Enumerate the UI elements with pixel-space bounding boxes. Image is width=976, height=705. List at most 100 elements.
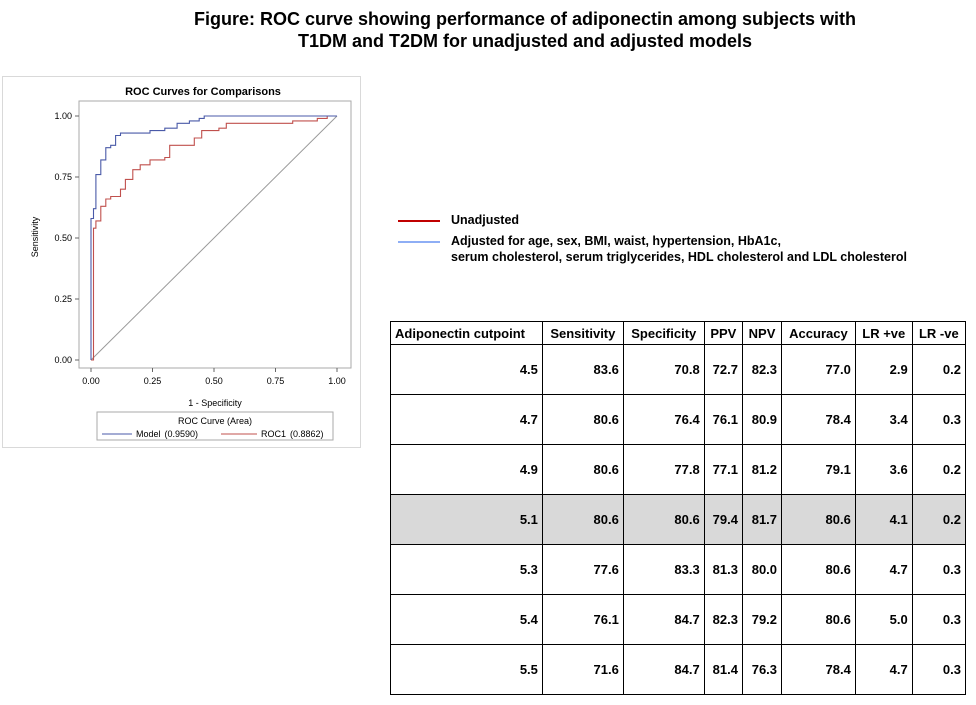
table-cell: 76.4 xyxy=(622,394,705,445)
table-row: 5.4 76.1 84.7 82.3 79.2 80.6 5.0 0.3 xyxy=(390,594,967,645)
table-row: 4.5 83.6 70.8 72.7 82.3 77.0 2.9 0.2 xyxy=(390,344,967,395)
series-line-roc1 xyxy=(91,115,337,361)
table-row: 4.7 80.6 76.4 76.1 80.9 78.4 3.4 0.3 xyxy=(390,394,967,445)
table-cell: 4.5 xyxy=(390,344,543,395)
legend-model-area: (0.9590) xyxy=(165,429,199,439)
table-cell: 0.3 xyxy=(911,544,967,595)
series-layer xyxy=(90,115,337,361)
table-cell: 77.8 xyxy=(622,444,705,495)
unadjusted-label: Unadjusted xyxy=(451,213,520,227)
x-axis-label: 1 - Specificity xyxy=(188,398,242,408)
legend-roc1-area: (0.8862) xyxy=(290,429,324,439)
axis-layer: 0.00 0.25 0.50 0.75 1.00 0.00 0.25 0.50 0.75 1.00 xyxy=(54,111,345,386)
table-cell: 79.4 xyxy=(703,494,743,545)
table-cell: 77.0 xyxy=(781,344,856,395)
table-cell: 5.3 xyxy=(390,544,543,595)
figure-title: Figure: ROC curve showing performance of… xyxy=(100,8,950,52)
table-cell: 76.3 xyxy=(741,644,783,695)
table-body: 4.5 83.6 70.8 72.7 82.3 77.0 2.9 0.2 4.7 80.6 76.4… xyxy=(390,344,967,695)
table-cell: 81.7 xyxy=(741,494,783,545)
column-header: Accuracy xyxy=(781,321,856,345)
column-header: PPV xyxy=(703,321,743,345)
y-tick-label: 0.50 xyxy=(54,233,72,243)
table-cell: 80.6 xyxy=(541,494,624,545)
column-header: Sensitivity xyxy=(541,321,624,345)
table-cell: 77.6 xyxy=(541,544,624,595)
table-cell: 0.3 xyxy=(911,594,967,645)
legend-roc1-label: ROC1 (0.8862) xyxy=(261,429,324,439)
x-tick-label: 0.75 xyxy=(267,376,285,386)
table-cell: 80.9 xyxy=(741,394,783,445)
table-cell: 4.1 xyxy=(854,494,913,545)
series-legend: Unadjusted Adjusted for age, sex, BMI, w… xyxy=(398,212,907,270)
roc-chart-panel: ROC Curves for Comparisons 0.00 0.25 0.50 0… xyxy=(2,76,361,448)
table-cell: 82.3 xyxy=(703,594,743,645)
legend-adjusted: Adjusted for age, sex, BMI, waist, hyper… xyxy=(398,233,907,265)
table-cell: 0.2 xyxy=(911,444,967,495)
table-cell: 80.6 xyxy=(541,394,624,445)
column-header: LR +ve xyxy=(854,321,913,345)
legend-model-label: Model (0.9590) xyxy=(136,429,198,439)
table-cell: 5.5 xyxy=(390,644,543,695)
table-cell: 0.3 xyxy=(911,394,967,445)
adjusted-label-line-2: serum cholesterol, serum triglycerides, … xyxy=(451,250,907,264)
table-cell: 4.7 xyxy=(854,544,913,595)
table-row: 5.1 80.6 80.6 79.4 81.7 80.6 4.1 0.2 xyxy=(390,494,967,545)
legend-model-name: Model xyxy=(136,429,161,439)
column-header: LR -ve xyxy=(911,321,967,345)
y-tick-label: 0.00 xyxy=(54,355,72,365)
x-tick-label: 0.00 xyxy=(82,376,100,386)
table-row: 4.9 80.6 77.8 77.1 81.2 79.1 3.6 0.2 xyxy=(390,444,967,495)
table-cell: 0.2 xyxy=(911,344,967,395)
series-line-model xyxy=(90,115,337,360)
x-tick-label: 1.00 xyxy=(328,376,346,386)
adjusted-swatch xyxy=(398,241,440,243)
legend-roc1-name: ROC1 xyxy=(261,429,286,439)
table-cell: 80.6 xyxy=(781,494,856,545)
unadjusted-swatch xyxy=(398,220,440,222)
table-cell: 80.6 xyxy=(781,544,856,595)
y-tick-label: 0.25 xyxy=(54,294,72,304)
table-cell: 4.7 xyxy=(390,394,543,445)
table-cell: 78.4 xyxy=(781,394,856,445)
table-cell: 78.4 xyxy=(781,644,856,695)
table-cell: 5.0 xyxy=(854,594,913,645)
plot-area xyxy=(78,100,352,369)
table-cell: 81.3 xyxy=(703,544,743,595)
table-cell: 2.9 xyxy=(854,344,913,395)
table-cell: 76.1 xyxy=(703,394,743,445)
table-cell: 5.1 xyxy=(390,494,543,545)
x-tick-label: 0.25 xyxy=(144,376,162,386)
table-header-row: Adiponectin cutpoint Sensitivity Specifici… xyxy=(390,321,967,345)
table-cell: 82.3 xyxy=(741,344,783,395)
table-cell: 79.2 xyxy=(741,594,783,645)
y-axis-label: Sensitivity xyxy=(30,216,40,257)
table-cell: 79.1 xyxy=(781,444,856,495)
table-cell: 70.8 xyxy=(622,344,705,395)
table-cell: 4.7 xyxy=(854,644,913,695)
table-row: 5.5 71.6 84.7 81.4 76.3 78.4 4.7 0.3 xyxy=(390,644,967,695)
column-header: NPV xyxy=(741,321,783,345)
table-cell: 3.6 xyxy=(854,444,913,495)
table-cell: 80.6 xyxy=(781,594,856,645)
reference-diagonal xyxy=(90,115,338,361)
table-cell: 83.3 xyxy=(622,544,705,595)
chart-legend-title: ROC Curve (Area) xyxy=(178,416,252,426)
table-cell: 72.7 xyxy=(703,344,743,395)
table-cell: 77.1 xyxy=(703,444,743,495)
table-cell: 83.6 xyxy=(541,344,624,395)
table-cell: 80.6 xyxy=(541,444,624,495)
table-cell: 80.0 xyxy=(741,544,783,595)
table-cell: 81.2 xyxy=(741,444,783,495)
legend-unadjusted: Unadjusted xyxy=(398,212,907,228)
adjusted-label-line-1: Adjusted for age, sex, BMI, waist, hyper… xyxy=(451,234,781,248)
figure-title-line-2: T1DM and T2DM for unadjusted and adjuste… xyxy=(297,31,753,51)
column-header: Adiponectin cutpoint xyxy=(390,321,543,345)
table-cell: 84.7 xyxy=(622,594,705,645)
figure-title-line-1: Figure: ROC curve showing performance of… xyxy=(193,9,857,29)
table-cell: 0.2 xyxy=(911,494,967,545)
table-cell: 80.6 xyxy=(622,494,705,545)
chart-title: ROC Curves for Comparisons xyxy=(125,86,281,98)
table-cell: 3.4 xyxy=(854,394,913,445)
y-tick-label: 0.75 xyxy=(54,172,72,182)
